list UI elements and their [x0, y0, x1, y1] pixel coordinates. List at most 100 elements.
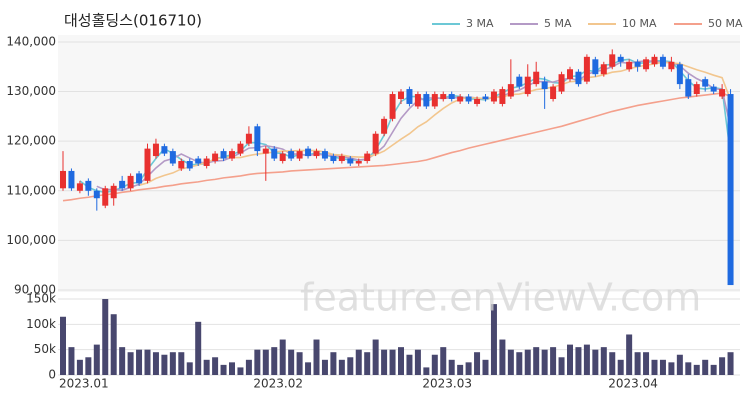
candle-body [634, 61, 641, 67]
volume-bar [693, 364, 700, 375]
candle-body [110, 185, 117, 199]
candle-body [254, 126, 261, 152]
volume-bar [634, 352, 641, 375]
candle-body [245, 133, 252, 144]
candle-body [169, 151, 176, 164]
candle-body [288, 151, 295, 159]
candle-body [237, 143, 244, 154]
legend-label: 3 MA [466, 17, 494, 30]
volume-bar [659, 359, 666, 375]
candle-body [186, 161, 193, 169]
volume-bar [347, 357, 354, 375]
volume-bar [279, 339, 286, 375]
candle-body [414, 94, 421, 107]
volume-bar [119, 347, 126, 375]
candle-body [685, 79, 692, 97]
volume-bar [321, 359, 328, 375]
volume-bar [262, 349, 269, 375]
volume-bar [288, 349, 295, 375]
volume-bar [76, 359, 83, 375]
volume-bar [68, 347, 75, 375]
volume-bar [144, 349, 151, 375]
volume-bar [499, 339, 506, 375]
volume-bar [567, 344, 573, 375]
volume-bar [152, 352, 159, 375]
legend-label: 10 MA [622, 17, 657, 30]
volume-bar [296, 352, 303, 375]
candle-body [229, 151, 235, 159]
volume-bar [110, 314, 117, 375]
candle-body [516, 76, 523, 87]
volume-bar [195, 321, 202, 375]
candle-body [152, 143, 159, 157]
volume-bar [533, 347, 540, 375]
candle-body [406, 89, 413, 104]
candle-body [448, 94, 455, 100]
candle-body [651, 56, 658, 65]
candle-body [313, 151, 320, 157]
candle-body [68, 170, 75, 189]
candle-body [321, 151, 328, 159]
candle-body [220, 151, 227, 159]
candle-body [583, 56, 590, 82]
y-tick-label: 130,000 [6, 84, 56, 98]
volume-bar [212, 357, 219, 375]
volume-bar [389, 349, 396, 375]
volume-bar [245, 359, 252, 375]
legend-label: 5 MA [544, 17, 572, 30]
volume-bar [186, 362, 193, 375]
volume-bar [685, 362, 692, 375]
volume-bar [490, 304, 497, 375]
candle-body [127, 175, 134, 189]
candle-body [431, 94, 438, 107]
candle-body [457, 96, 464, 102]
y-tick-label: 100k [26, 317, 56, 331]
candle-body [136, 173, 143, 184]
volume-bar [313, 339, 320, 375]
candle-body [119, 180, 126, 189]
watermark: feature.enViewV.com [300, 276, 701, 320]
volume-bar [398, 347, 404, 375]
y-tick-label: 140,000 [6, 34, 56, 48]
volume-bar [727, 352, 734, 375]
candle-body [727, 94, 734, 286]
ma-line [96, 59, 732, 192]
volume-bar [617, 359, 624, 375]
volume-bar [583, 344, 590, 375]
candle-body [381, 118, 388, 134]
y-tick-label: 100,000 [6, 233, 56, 247]
volume-bar [457, 364, 464, 375]
volume-bar [330, 352, 337, 375]
y-tick-label: 120,000 [6, 134, 56, 148]
candle-body [423, 94, 430, 107]
volume-bar [600, 347, 607, 375]
volume-bar [364, 352, 371, 375]
volume-bar [440, 347, 447, 375]
candle-body [617, 56, 624, 62]
candle-body [465, 96, 472, 102]
volume-bar [710, 364, 717, 375]
candle-body [144, 148, 151, 181]
volume-bar [178, 352, 185, 375]
candle-body [575, 71, 582, 85]
candle-body [668, 61, 675, 70]
candle-body [482, 96, 489, 100]
candle-body [212, 153, 219, 162]
candle-body [710, 86, 717, 92]
volume-bar [558, 357, 565, 375]
candle-body [296, 151, 303, 159]
y-tick-label: 50k [34, 342, 56, 356]
candle-body [499, 89, 506, 104]
ma-line [62, 92, 731, 202]
y-tick-label: 110,000 [6, 183, 56, 197]
candle-body [567, 69, 573, 80]
candle-body [550, 86, 557, 100]
candle-body [719, 89, 726, 97]
candle-body [355, 161, 362, 164]
volume-bar [609, 352, 616, 375]
candle-body [364, 153, 371, 162]
candle-body [338, 156, 345, 162]
x-tick-label: 2023.01 [59, 377, 109, 391]
candle-body [558, 74, 565, 92]
volume-bar [465, 362, 472, 375]
